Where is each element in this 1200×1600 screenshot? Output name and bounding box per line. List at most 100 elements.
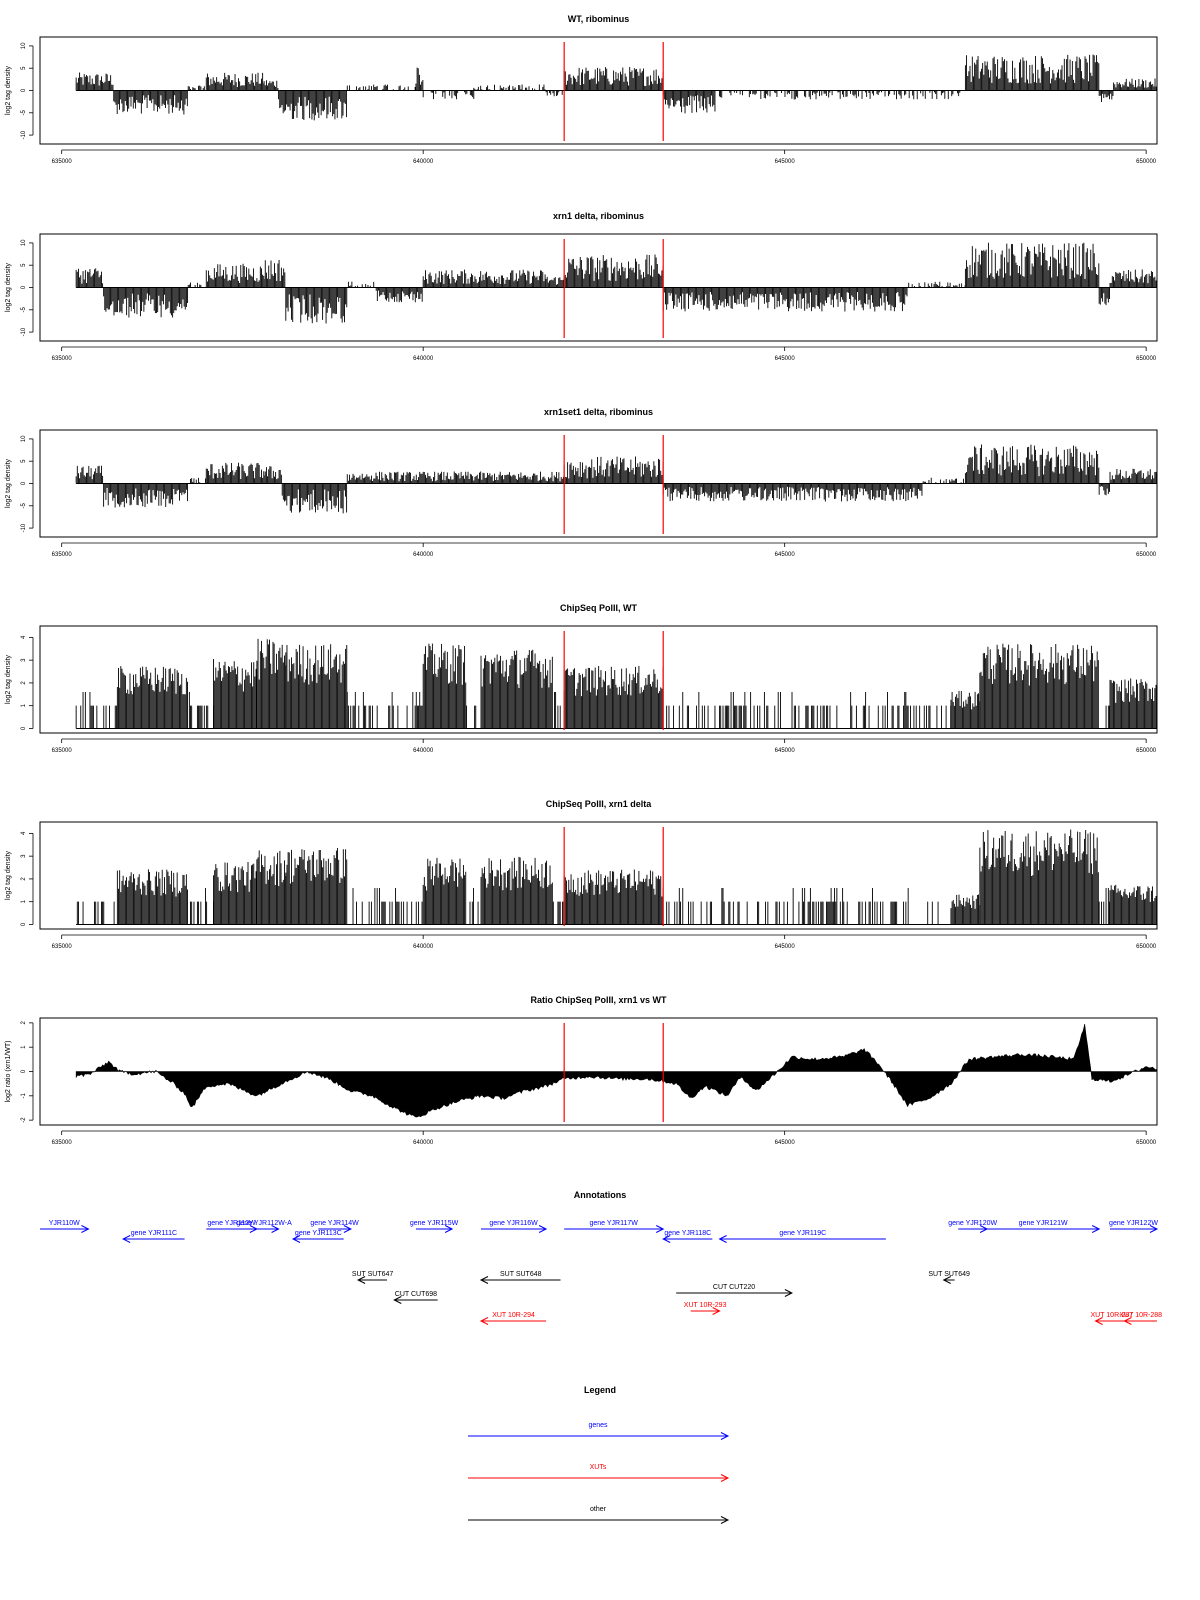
density-bars xyxy=(347,281,375,288)
y-tick-label: 5 xyxy=(21,66,27,70)
bar-region xyxy=(979,643,1099,729)
chart-title: Ratio ChipSeq PolII, xrn1 vs WT xyxy=(530,995,667,1005)
density-bars xyxy=(422,269,546,288)
bar-region xyxy=(964,54,1100,91)
annotation-label: gene YJR115W xyxy=(410,1220,459,1227)
bar-region xyxy=(718,90,961,100)
bar-region xyxy=(552,901,565,925)
plot-frame xyxy=(39,36,1158,145)
bar-region xyxy=(979,829,1099,925)
density-bars xyxy=(187,282,202,288)
chart-title: WT, ribominus xyxy=(568,14,630,24)
density-bars xyxy=(1109,468,1157,484)
arrow-head xyxy=(712,1307,721,1315)
chart-panel-6: Ratio ChipSeq PolII, xrn1 vs WT log2 rati… xyxy=(5,995,1158,1146)
y-tick-label: 0 xyxy=(21,88,27,92)
y-axis-label: log2 ratio (xrn1/WT) xyxy=(5,1041,12,1103)
bar-region xyxy=(563,67,664,91)
y-tick-label: 10 xyxy=(21,435,27,442)
bar-region xyxy=(545,90,563,97)
density-bars xyxy=(352,888,423,925)
bar-region xyxy=(422,269,546,288)
density-bars xyxy=(563,665,664,729)
density-bars xyxy=(563,869,664,925)
x-tick-label: 635000 xyxy=(52,159,73,165)
bar-region xyxy=(285,848,348,925)
density-bars xyxy=(116,869,188,925)
chart-panel-2: xrn1 delta, ribominus log2 tag density -10… xyxy=(5,211,1158,362)
arrow-head xyxy=(343,1225,352,1233)
annotation-feature: CUT CUT220 xyxy=(676,1284,794,1297)
x-tick-label: 640000 xyxy=(413,944,434,950)
bar-region xyxy=(950,894,981,925)
density-bars xyxy=(666,692,952,729)
arrow-head xyxy=(720,1432,730,1440)
density-bars xyxy=(469,888,479,925)
density-bars xyxy=(285,287,348,324)
bar-region xyxy=(922,477,964,484)
y-tick-label: 5 xyxy=(21,263,27,267)
legend-label: genes xyxy=(588,1422,608,1429)
density-bars xyxy=(718,90,961,100)
bar-region xyxy=(116,869,188,925)
y-axis-label: log2 tag density xyxy=(5,850,12,900)
plot-frame xyxy=(39,821,1158,930)
y-tick-label: -10 xyxy=(21,130,27,139)
annotations-title: Annotations xyxy=(574,1190,627,1200)
density-bars xyxy=(346,471,564,484)
density-bars xyxy=(190,477,206,484)
annotation-feature: gene YJR119C xyxy=(718,1230,886,1243)
y-axis-label: log2 tag density xyxy=(5,262,12,312)
density-bars xyxy=(1098,888,1110,925)
annotation-label: SUT SUT648 xyxy=(500,1271,542,1278)
plot-frame xyxy=(39,429,1158,538)
bar-region xyxy=(1098,90,1114,103)
arrow-head xyxy=(718,1235,727,1243)
x-tick-label: 640000 xyxy=(413,748,434,754)
x-tick-label: 645000 xyxy=(775,1140,796,1146)
density-bars xyxy=(1113,78,1157,91)
density-bars xyxy=(188,692,214,729)
density-bars xyxy=(950,690,981,729)
y-tick-label: -10 xyxy=(21,523,27,532)
density-bars xyxy=(263,466,282,484)
annotation-label: gene YJR117W xyxy=(589,1220,638,1227)
x-tick-label: 650000 xyxy=(1136,552,1157,558)
density-bars xyxy=(415,67,424,91)
bar-region xyxy=(263,260,286,288)
density-bars xyxy=(908,281,966,288)
y-tick-label: 1 xyxy=(21,899,27,903)
chart-panel-1: WT, ribominus log2 tag density -10 -5 0 5 10 63… xyxy=(5,14,1158,165)
data-marks xyxy=(75,54,1157,121)
arrow-head xyxy=(479,1276,489,1284)
x-tick-label: 650000 xyxy=(1136,356,1157,362)
density-bars xyxy=(1109,678,1157,729)
density-bars xyxy=(466,705,477,729)
density-bars xyxy=(662,287,908,312)
density-bars xyxy=(256,638,287,729)
density-bars xyxy=(422,643,467,729)
bar-region xyxy=(213,862,257,925)
bar-region xyxy=(205,462,265,484)
y-tick-label: 2 xyxy=(21,681,27,685)
density-bars xyxy=(552,901,565,925)
data-marks xyxy=(76,829,1157,925)
bar-region xyxy=(964,242,1100,288)
annotation-label: XUT 10R-294 xyxy=(492,1312,535,1319)
bar-region xyxy=(285,287,348,324)
bar-region xyxy=(1105,705,1110,729)
bar-region xyxy=(950,690,981,729)
bar-region xyxy=(75,72,114,91)
density-bars xyxy=(950,894,981,925)
arrow-head xyxy=(720,1516,730,1524)
density-bars xyxy=(346,692,423,729)
annotation-label: gene YJR119C xyxy=(779,1230,826,1237)
bar-region xyxy=(422,90,475,100)
chart-title: ChipSeq PolII, xrn1 delta xyxy=(546,799,653,809)
arrow-head xyxy=(784,1289,794,1297)
annotation-feature: gene YJR117W xyxy=(564,1220,665,1233)
bar-region xyxy=(1109,678,1157,729)
density-bars xyxy=(662,90,716,114)
annotation-label: XUT 10R-288 xyxy=(1119,1312,1162,1319)
